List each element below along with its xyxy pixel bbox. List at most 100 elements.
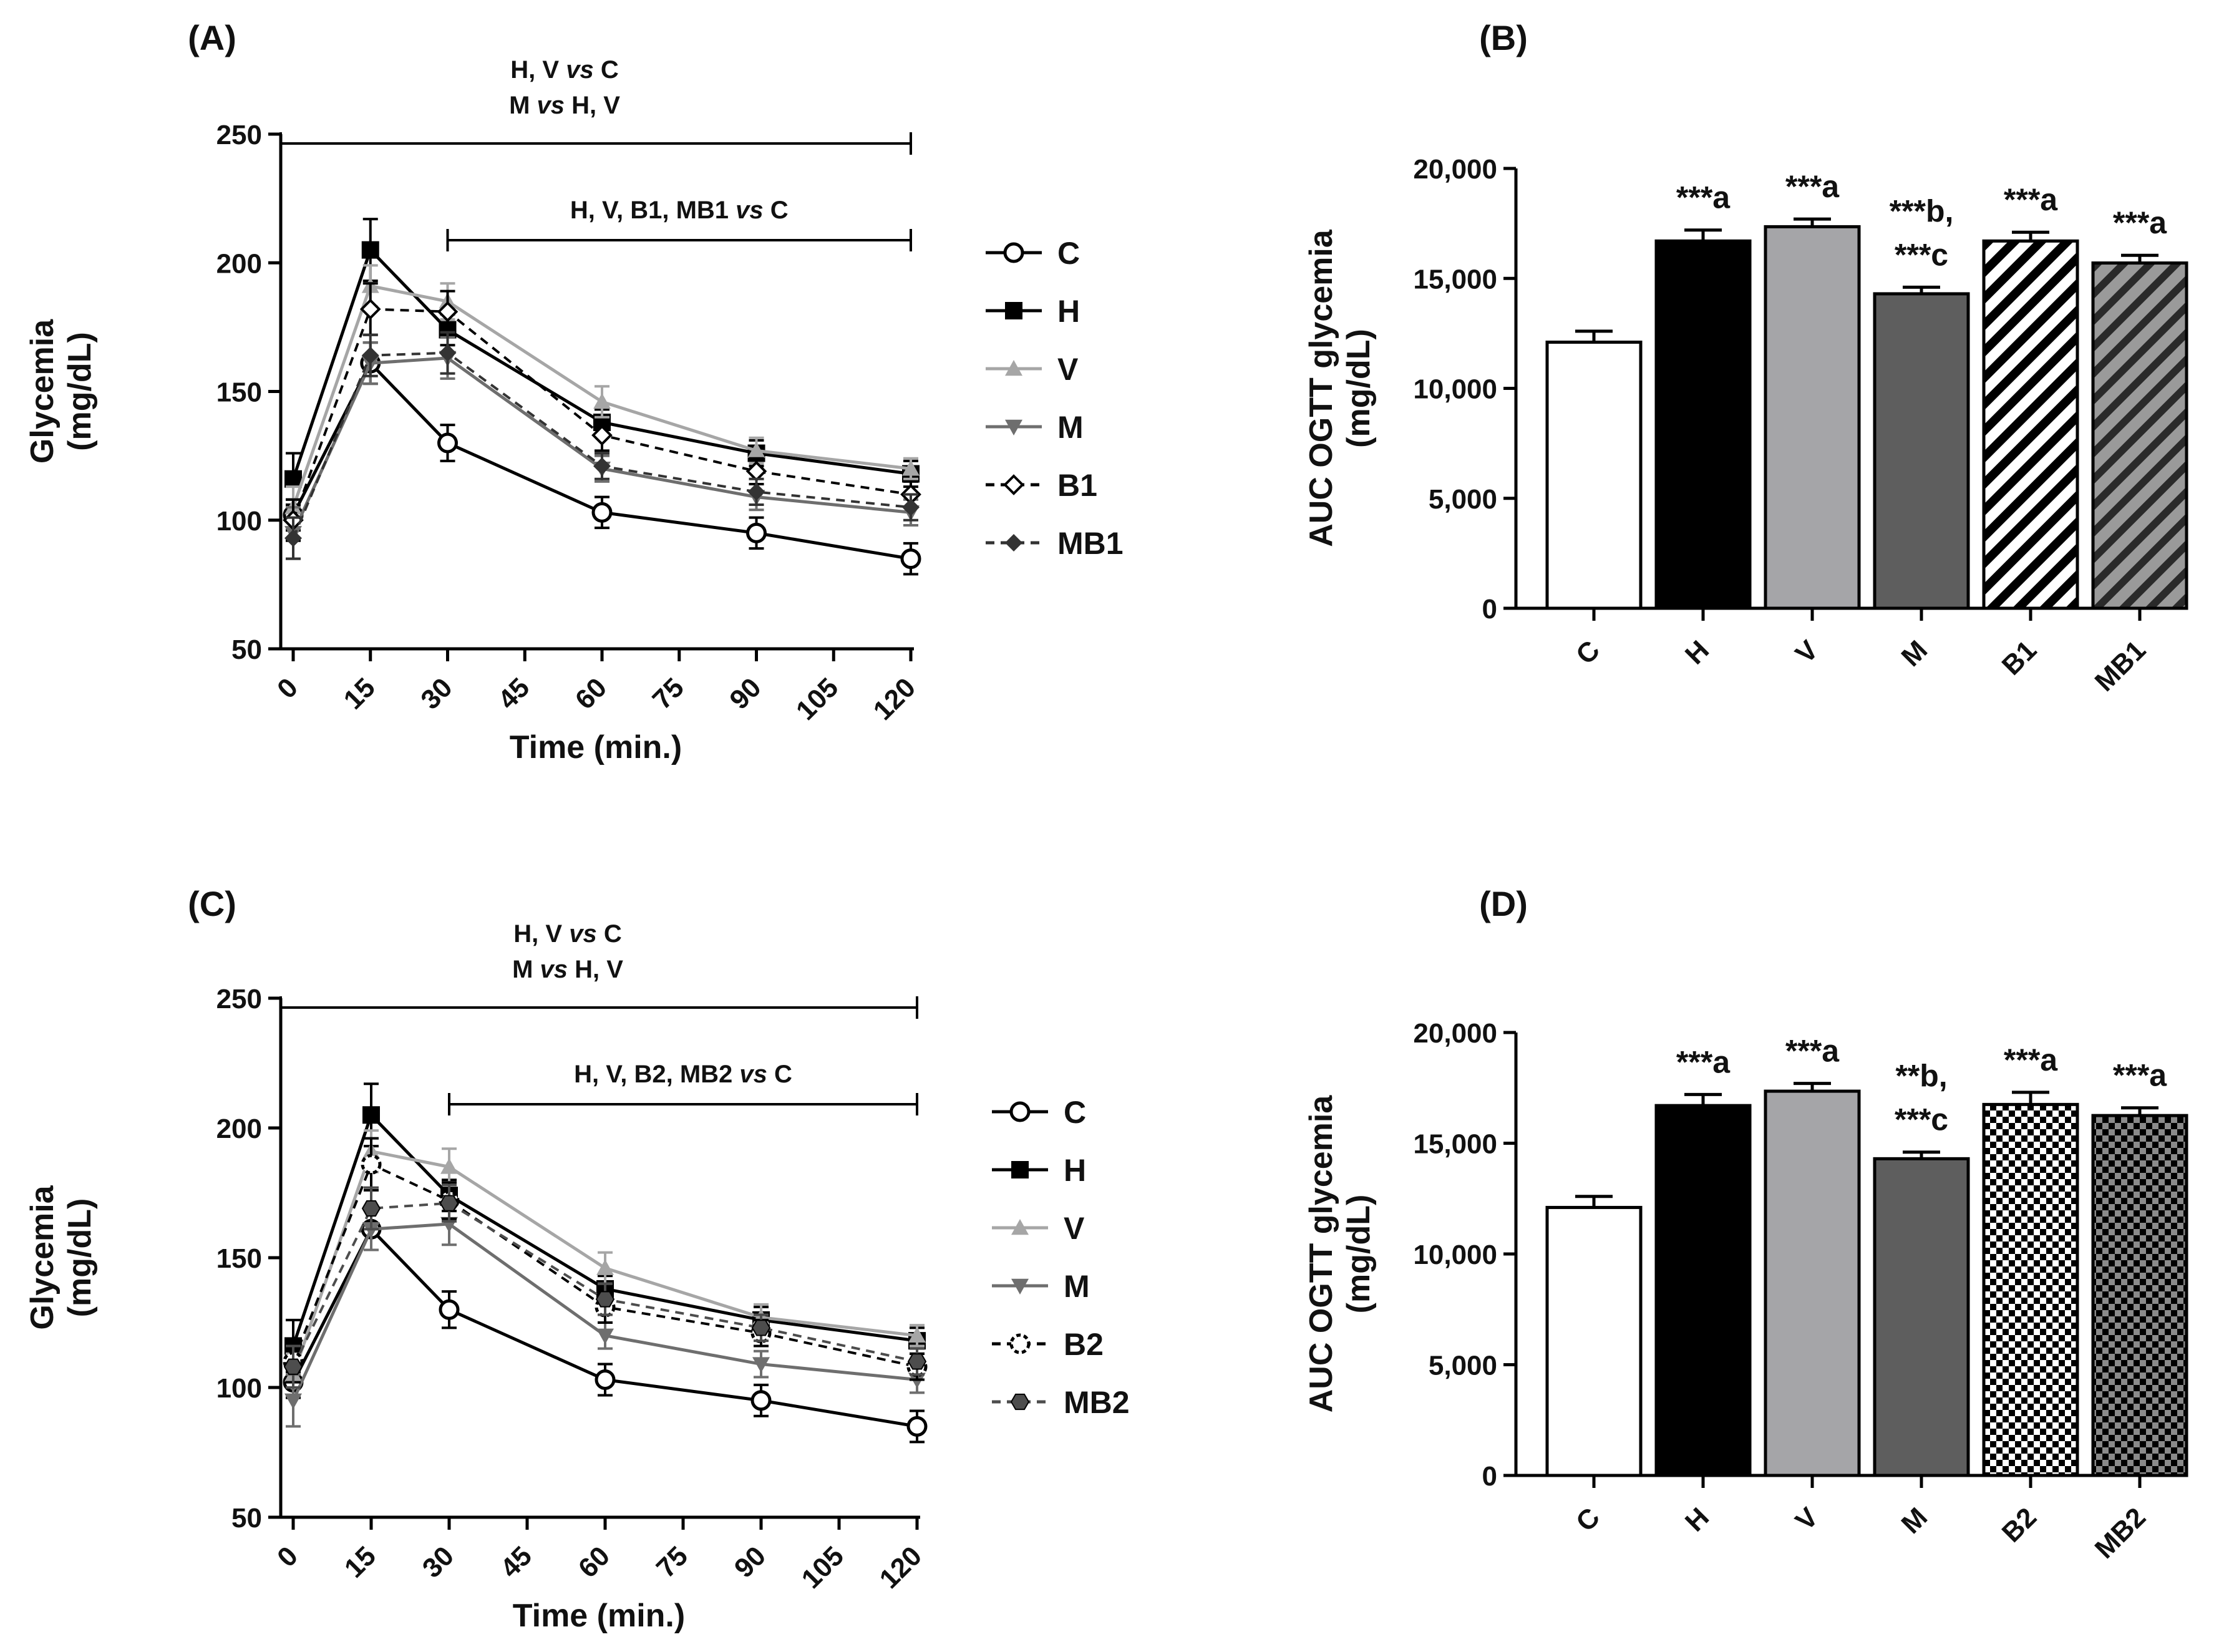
marker-point [362, 1106, 380, 1124]
y-axis-title-unit: (mg/dL) [62, 1198, 98, 1318]
y-axis-title-unit: (mg/dL) [62, 332, 98, 451]
marker-point [907, 1353, 927, 1370]
x-tick-label: B1 [1996, 634, 2042, 681]
y-tick-label: 10,000 [1413, 374, 1497, 405]
series-line [291, 246, 911, 480]
significance-label: ***a [2004, 182, 2058, 217]
bar-B2 [1982, 1091, 2079, 1477]
panel-label: (B) [1479, 18, 1528, 57]
x-tick-label: 30 [417, 1540, 460, 1583]
significance-label: ***c [1895, 237, 1948, 272]
x-tick-label: 75 [647, 672, 690, 715]
panel-label: (C) [188, 884, 236, 923]
y-axis-title-unit: (mg/dL) [1341, 329, 1377, 448]
panel-d-bar-chart: (D) 0 5,000 10,000 15,000 20,000 AUC OGTT glyc… [1303, 884, 2188, 1565]
marker-point [1005, 302, 1022, 319]
x-tick-label: 105 [790, 672, 845, 726]
marker-point [361, 346, 379, 364]
significance-label: **b, [1895, 1059, 1947, 1094]
annotation-line-3: H, V, B2, MB2 vs C [574, 1061, 792, 1088]
marker-point [902, 460, 920, 476]
marker-point [1009, 1333, 1031, 1354]
x-tick-label: 45 [492, 672, 535, 715]
bar-rect [1545, 340, 1643, 610]
significance-label: ***c [1895, 1102, 1948, 1137]
bar-MB1 [2091, 253, 2188, 610]
annotation-text-part: vs [540, 956, 568, 983]
x-tick-label: 15 [338, 672, 381, 715]
x-tick-label: M [1896, 1502, 1934, 1540]
y-axis-title: AUC OGTT glycemia [1303, 1095, 1339, 1413]
significance-label: ***a [1676, 180, 1731, 215]
marker-point [1005, 534, 1022, 551]
annotation-text-part: vs [566, 56, 594, 84]
x-tick-label: 15 [339, 1540, 382, 1583]
significance-label: ***a [1785, 1034, 1840, 1069]
x-tick-label: 30 [415, 672, 458, 715]
series-line [291, 1149, 918, 1376]
marker-point [1009, 1101, 1031, 1122]
marker-point [902, 498, 920, 517]
annotation-text-part: H, V, B2, MB2 [574, 1061, 739, 1088]
significance-label: ***a [2113, 205, 2167, 240]
bar-C [1545, 1195, 1643, 1477]
marker-point [747, 442, 765, 458]
x-tick-label: C [1570, 634, 1606, 670]
marker-point [596, 1259, 614, 1275]
x-tick-label: 120 [868, 672, 922, 726]
marker-point [1010, 1393, 1030, 1411]
series-MB1 [284, 331, 920, 560]
marker-point [1011, 1278, 1029, 1295]
marker-point [752, 1357, 770, 1373]
marker-point [1003, 474, 1024, 495]
x-tick-label: 60 [570, 672, 613, 715]
annotation-text-part: vs [736, 197, 764, 224]
x-tick-label: 120 [874, 1540, 928, 1595]
series-line [292, 1162, 918, 1368]
annotation-text-part: vs [537, 92, 565, 119]
bar-rect [1982, 1102, 2079, 1477]
marker-point [284, 470, 302, 488]
marker-point [591, 424, 613, 446]
significance-label: ***a [1785, 169, 1840, 204]
y-tick-label: 100 [216, 506, 262, 537]
x-tick-label: 0 [271, 672, 304, 704]
significance-label: ***b, [1890, 193, 1954, 228]
y-tick-label: 0 [1482, 594, 1497, 624]
bar-rect [1982, 239, 2079, 610]
x-tick-label: V [1790, 634, 1825, 669]
bar-B1 [1982, 230, 2079, 610]
panel-c-line-chart: (C) 50 100 150 200 250 0 15 30 45 60 75 90 105 120 Time… [24, 884, 1130, 1634]
marker-point [1011, 1219, 1029, 1235]
y-axis-title: Glycemia [24, 319, 61, 464]
legend-label: V [1057, 352, 1079, 387]
y-tick-label: 200 [216, 248, 262, 279]
annotation-line-2: M vs H, V [512, 956, 623, 983]
y-tick-label: 15,000 [1413, 1129, 1497, 1160]
marker-point [437, 432, 458, 454]
marker-point [596, 1328, 614, 1344]
bar-rect [1654, 1104, 1752, 1477]
y-axis-title: AUC OGTT glycemia [1303, 229, 1339, 547]
bar-rect [1873, 1157, 1970, 1477]
annotation-line-1: H, V vs C [510, 56, 618, 84]
series-line [291, 1222, 918, 1401]
annotation-text-part: C [594, 56, 619, 84]
marker-point [747, 483, 765, 501]
x-tick-label: 90 [724, 672, 767, 715]
bar-rect [1654, 239, 1752, 610]
series-line [291, 1112, 918, 1347]
panel-label: (A) [188, 18, 236, 57]
y-tick-label: 200 [216, 1114, 262, 1144]
annotation-text-part: M [509, 92, 537, 119]
bar-MB2 [2091, 1106, 2188, 1477]
marker-point [439, 1299, 460, 1320]
series-V [284, 264, 920, 530]
series-line [291, 284, 911, 508]
annotation-text-part: vs [569, 920, 597, 948]
series-line [292, 351, 911, 539]
y-tick-label: 5,000 [1429, 484, 1497, 515]
x-tick-label: MB2 [2089, 1502, 2152, 1564]
legend-label: M [1057, 410, 1084, 445]
marker-point [593, 457, 611, 475]
